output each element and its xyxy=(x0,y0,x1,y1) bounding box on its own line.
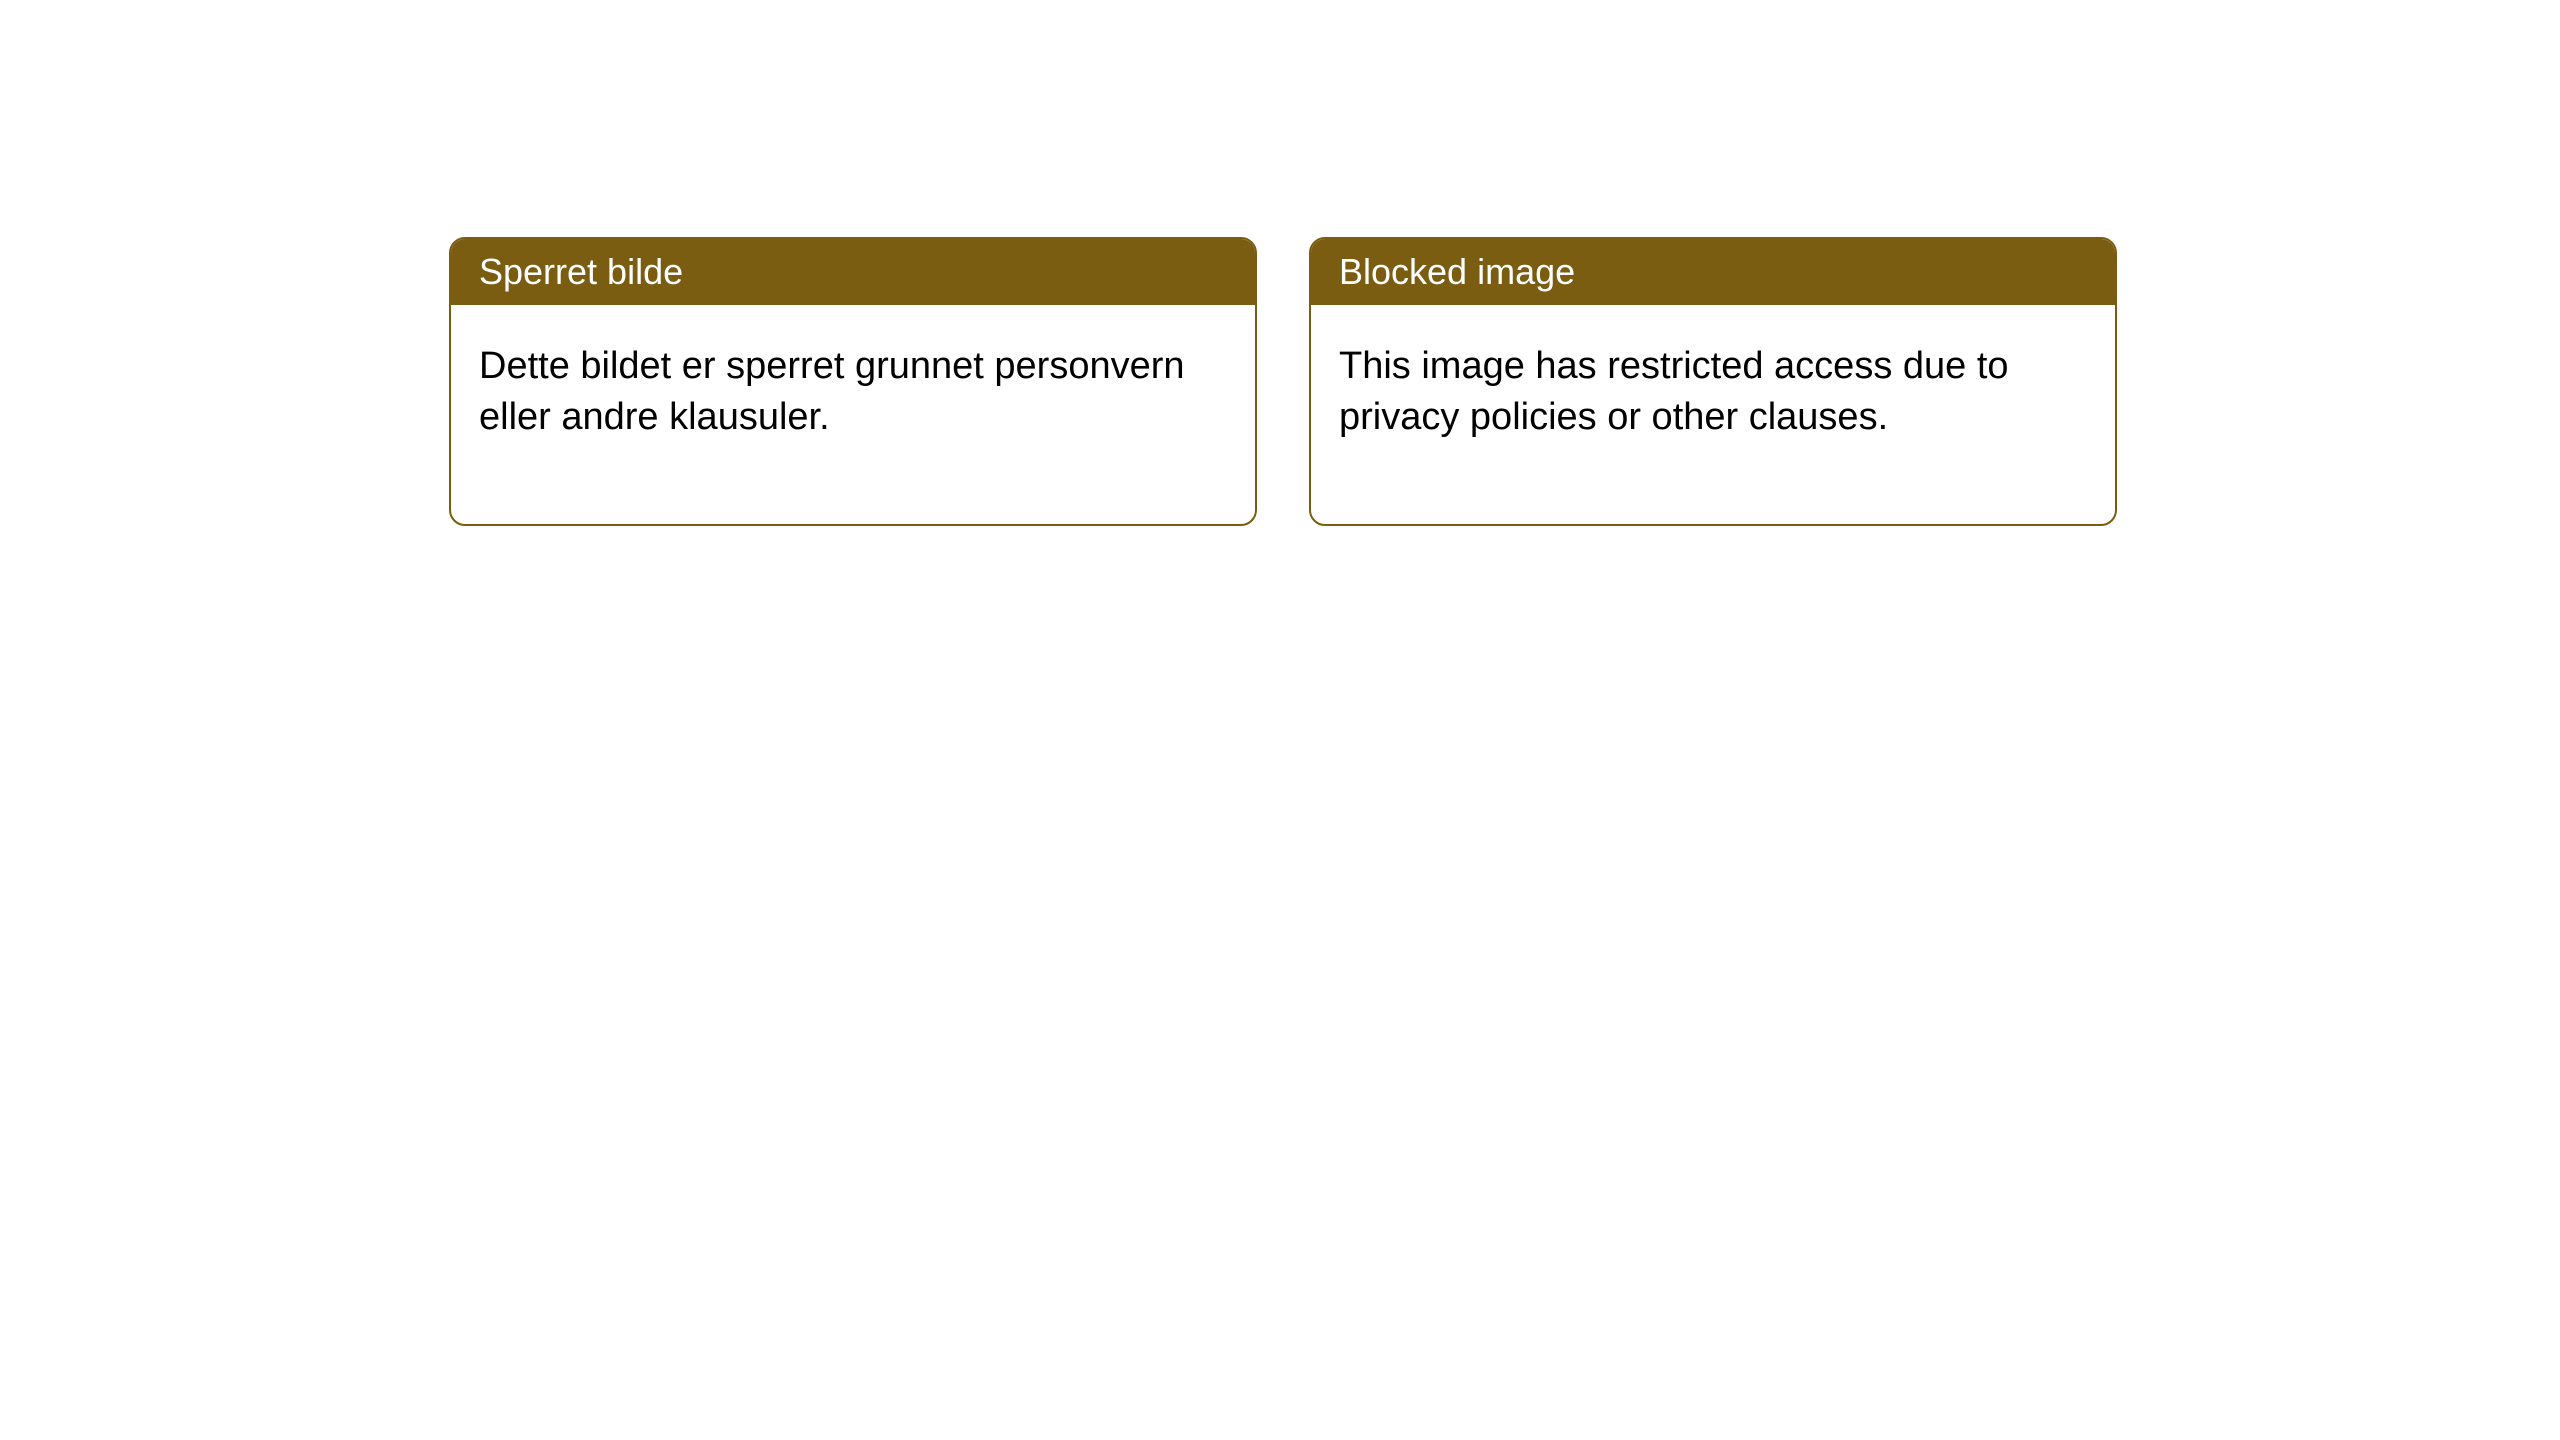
notice-title: Sperret bilde xyxy=(479,251,683,292)
notice-body: This image has restricted access due to … xyxy=(1311,305,2115,524)
notice-body-text: Dette bildet er sperret grunnet personve… xyxy=(479,345,1185,438)
notice-card-english: Blocked image This image has restricted … xyxy=(1309,237,2117,526)
notice-title: Blocked image xyxy=(1339,251,1575,292)
notice-body-text: This image has restricted access due to … xyxy=(1339,345,2009,438)
notice-container: Sperret bilde Dette bildet er sperret gr… xyxy=(449,237,2117,526)
notice-body: Dette bildet er sperret grunnet personve… xyxy=(451,305,1255,524)
notice-header: Sperret bilde xyxy=(451,239,1255,305)
notice-card-norwegian: Sperret bilde Dette bildet er sperret gr… xyxy=(449,237,1257,526)
notice-header: Blocked image xyxy=(1311,239,2115,305)
